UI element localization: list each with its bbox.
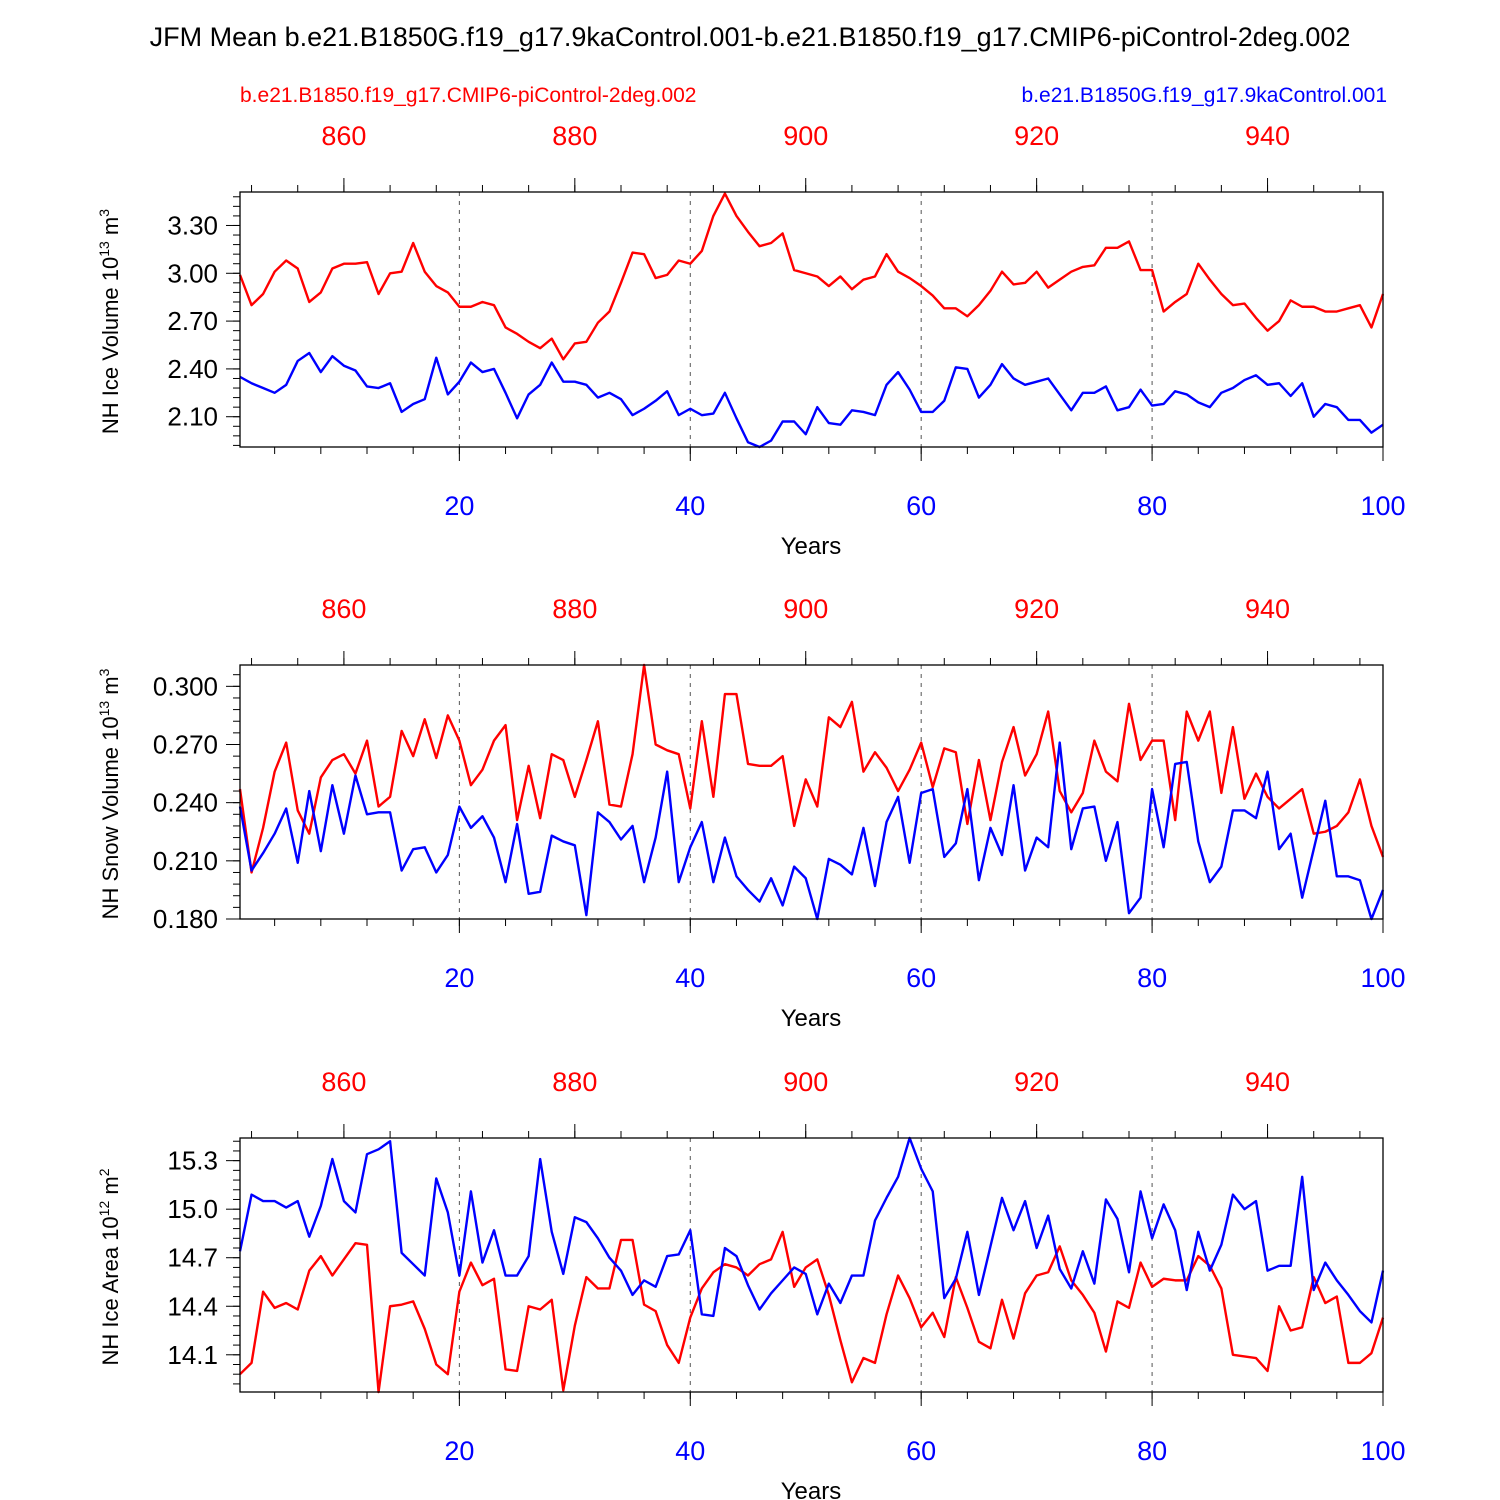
red-series-line bbox=[238, 192, 1385, 361]
y-tick-label: 2.10 bbox=[167, 402, 218, 432]
x-tick-label-bottom: 20 bbox=[444, 963, 474, 993]
panel-snow-volume: 0.180 0.210 0.240 0.270 0.300 20 40 60 80 100 Year… bbox=[96, 594, 1406, 1032]
y-axis-label: NH Ice Area 1012 m2 bbox=[96, 1168, 123, 1365]
x-tick-label-top: 860 bbox=[321, 1067, 366, 1097]
x-tick-label-bottom: 80 bbox=[1137, 963, 1167, 993]
x-tick-label-top: 920 bbox=[1014, 121, 1059, 151]
x-tick-label-top: 920 bbox=[1014, 1067, 1059, 1097]
x-tick-label-bottom: 100 bbox=[1360, 491, 1405, 521]
x-tick-label-top: 920 bbox=[1014, 594, 1059, 624]
y-tick-label: 2.40 bbox=[167, 354, 218, 384]
y-tick-label: 14.4 bbox=[167, 1291, 218, 1321]
x-tick-label-top: 940 bbox=[1245, 594, 1290, 624]
y-tick-label: 0.240 bbox=[153, 788, 218, 818]
x-tick-label-top: 880 bbox=[552, 121, 597, 151]
x-tick-label-bottom: 60 bbox=[906, 963, 936, 993]
y-tick-label: 15.0 bbox=[167, 1194, 218, 1224]
x-axis-label: Years bbox=[781, 1005, 842, 1032]
panel-ice-area: 14.1 14.4 14.7 15.0 15.3 20 40 60 80 100 Years 860 8… bbox=[96, 1067, 1406, 1500]
x-tick-label-bottom: 80 bbox=[1137, 1436, 1167, 1466]
legend-blue-label: b.e21.B1850G.f19_g17.9kaControl.001 bbox=[1022, 84, 1387, 107]
x-tick-label-top: 880 bbox=[552, 1067, 597, 1097]
y-tick-label: 0.180 bbox=[153, 904, 218, 934]
legend-red-label: b.e21.B1850.f19_g17.CMIP6-piControl-2deg… bbox=[240, 84, 696, 107]
y-tick-label: 2.70 bbox=[167, 306, 218, 336]
blue-series-line bbox=[238, 1136, 1385, 1324]
x-axis-label: Years bbox=[781, 533, 842, 560]
plot-frame bbox=[239, 1137, 1384, 1393]
x-tick-label-bottom: 60 bbox=[906, 1436, 936, 1466]
x-tick-label-bottom: 40 bbox=[675, 491, 705, 521]
x-tick-label-bottom: 40 bbox=[675, 1436, 705, 1466]
y-tick-label: 0.300 bbox=[153, 671, 218, 701]
x-axis-label: Years bbox=[781, 1478, 842, 1500]
x-tick-label-bottom: 40 bbox=[675, 963, 705, 993]
x-tick-label-top: 900 bbox=[783, 1067, 828, 1097]
x-tick-label-top: 860 bbox=[321, 594, 366, 624]
blue-series-line bbox=[239, 351, 1384, 449]
x-tick-label-bottom: 20 bbox=[444, 491, 474, 521]
x-tick-label-top: 900 bbox=[783, 594, 828, 624]
x-tick-label-top: 940 bbox=[1245, 1067, 1290, 1097]
y-tick-label: 3.30 bbox=[167, 210, 218, 240]
x-tick-label-bottom: 20 bbox=[444, 1436, 474, 1466]
blue-series-line bbox=[238, 741, 1385, 921]
x-tick-label-bottom: 100 bbox=[1360, 963, 1405, 993]
y-tick-label: 0.270 bbox=[153, 729, 218, 759]
y-tick-label: 3.00 bbox=[167, 258, 218, 288]
x-tick-label-top: 860 bbox=[321, 121, 366, 151]
y-axis-label: NH Ice Volume 1013 m3 bbox=[96, 209, 123, 434]
x-tick-label-bottom: 100 bbox=[1360, 1436, 1405, 1466]
y-tick-label: 14.1 bbox=[167, 1340, 218, 1370]
plot-frame bbox=[239, 664, 1384, 920]
panel-ice-volume: 2.10 2.40 2.70 3.00 3.30 20 40 60 80 100 Years 860 8… bbox=[96, 121, 1406, 560]
x-tick-label-bottom: 80 bbox=[1137, 491, 1167, 521]
y-tick-label: 14.7 bbox=[167, 1243, 218, 1273]
figure-title: JFM Mean b.e21.B1850G.f19_g17.9kaControl… bbox=[150, 22, 1351, 52]
y-tick-label: 15.3 bbox=[167, 1146, 218, 1176]
x-tick-label-top: 900 bbox=[783, 121, 828, 151]
x-tick-label-bottom: 60 bbox=[906, 491, 936, 521]
red-series-line bbox=[239, 1230, 1385, 1394]
y-axis-label: NH Snow Volume 1013 m3 bbox=[96, 668, 123, 919]
y-tick-label: 0.210 bbox=[153, 846, 218, 876]
x-tick-label-top: 940 bbox=[1245, 121, 1290, 151]
plot-frame bbox=[239, 191, 1384, 448]
red-series-line bbox=[238, 663, 1385, 874]
x-tick-label-top: 880 bbox=[552, 594, 597, 624]
